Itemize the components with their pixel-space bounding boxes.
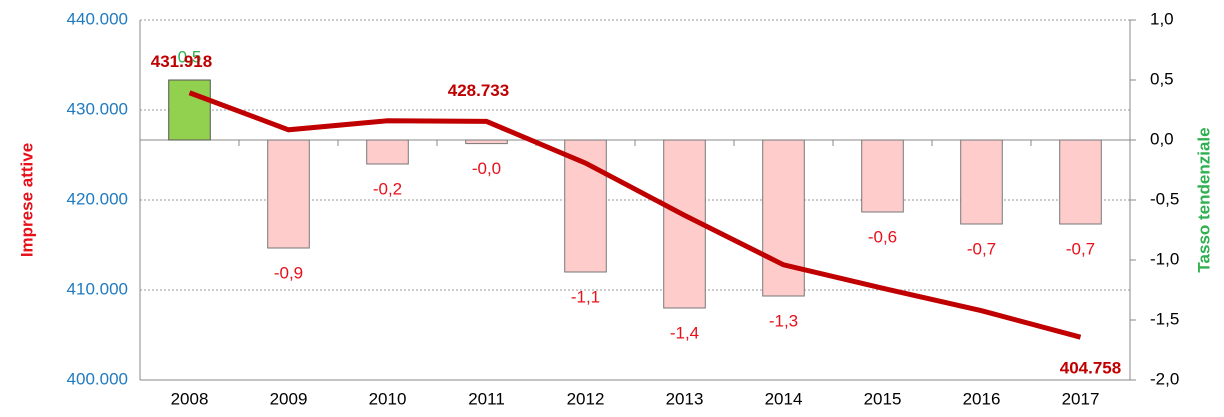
x-tick-label: 2010 (369, 389, 407, 408)
x-tick-label: 2009 (270, 389, 308, 408)
x-tick-label: 2012 (567, 389, 605, 408)
bar-label: -0,7 (967, 239, 996, 258)
y2-tick-label: 1,0 (1150, 9, 1174, 28)
y-tick-label: 430.000 (67, 99, 128, 118)
y2-tick-label: -1,5 (1150, 309, 1179, 328)
x-tick-label: 2013 (666, 389, 704, 408)
line (188, 90, 1082, 340)
bar (1059, 139, 1102, 225)
x-tick-label: 2016 (963, 389, 1001, 408)
y2-tick-label: -2,0 (1150, 369, 1179, 388)
bar (762, 139, 805, 297)
bar-label: -0,7 (1066, 239, 1095, 258)
y-axis-title: Imprese attive (17, 143, 36, 257)
x-tick-label: 2015 (864, 389, 902, 408)
bar-label: 0,5 (178, 47, 202, 66)
y2-axis-title: Tasso tendenziale (1194, 127, 1213, 272)
y-tick-label: 440.000 (67, 9, 128, 28)
x-tick-label: 2017 (1062, 389, 1100, 408)
line-label: 404.758 (1060, 359, 1121, 378)
bar-label: -0,9 (274, 263, 303, 282)
y-tick-label: 420.000 (67, 189, 128, 208)
bar (564, 139, 607, 273)
x-tick-label: 2011 (468, 389, 505, 408)
bar (168, 79, 211, 141)
y-tick-label: 410.000 (67, 279, 128, 298)
bar (267, 139, 310, 249)
y2-tick-label: -0,5 (1150, 189, 1179, 208)
bar-label: -1,3 (769, 311, 798, 330)
x-tick-label: 2008 (171, 389, 209, 408)
x-tick-label: 2014 (765, 389, 803, 408)
bar (366, 139, 409, 165)
bar (861, 139, 904, 213)
bar (960, 139, 1003, 225)
bar-label: -1,1 (571, 287, 600, 306)
bar-label: -0,2 (373, 179, 402, 198)
line-label: 428.733 (448, 81, 509, 100)
y2-tick-label: 0,0 (1150, 129, 1174, 148)
line-label: 431.918 (151, 52, 212, 71)
bar-label: -0,0 (472, 159, 501, 178)
y-tick-label: 400.000 (67, 369, 128, 388)
bar-label: -1,4 (670, 323, 699, 342)
y2-tick-label: 0,5 (1150, 69, 1174, 88)
y2-tick-label: -1,0 (1150, 249, 1179, 268)
bar-label: -0,6 (868, 227, 897, 246)
bar (465, 139, 508, 145)
